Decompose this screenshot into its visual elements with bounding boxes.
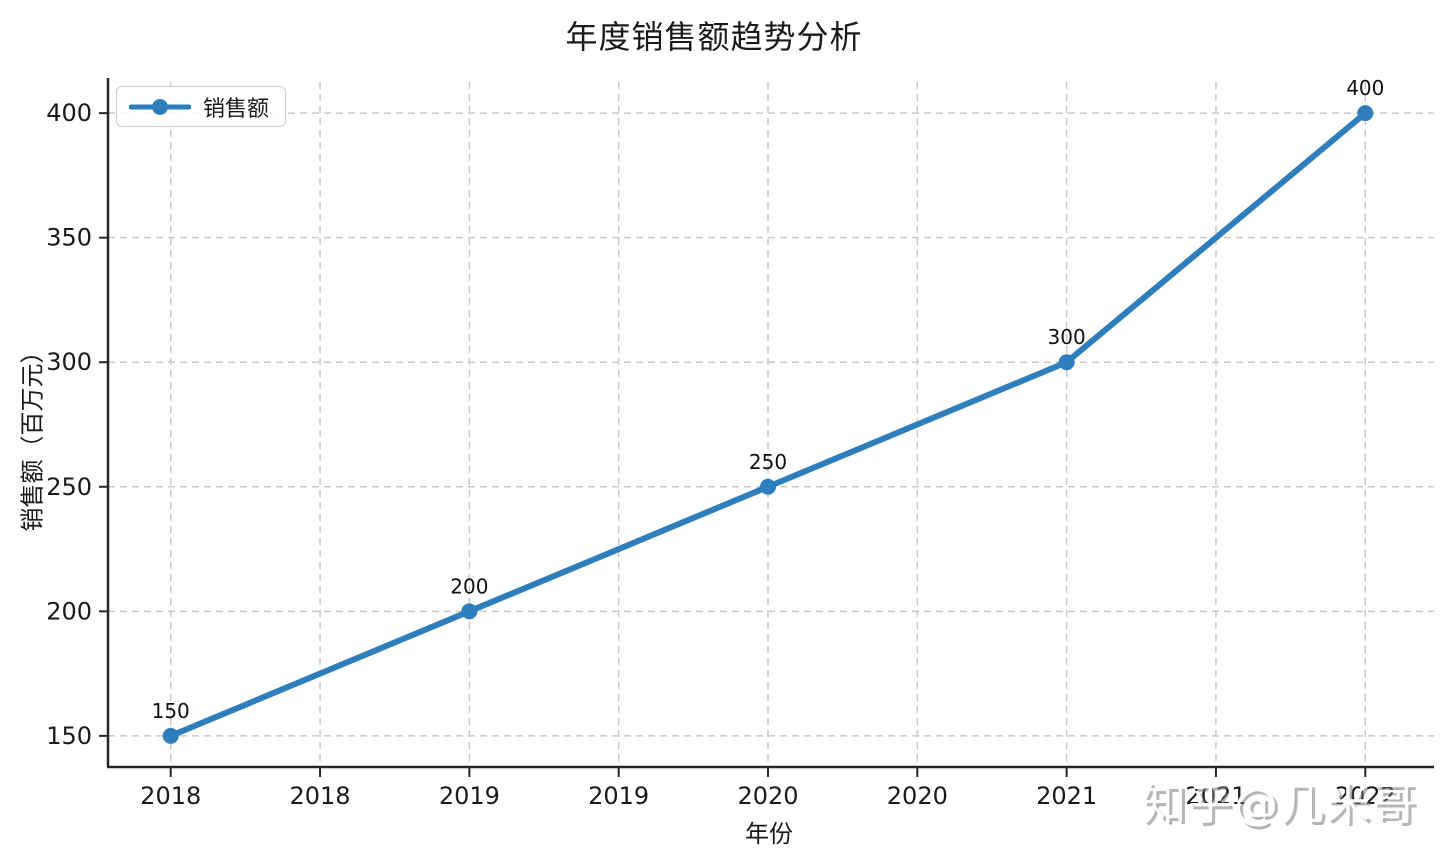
x-tick-label: 2022 [1335,782,1396,810]
data-point-label: 200 [450,574,488,598]
y-tick-label: 400 [46,99,92,127]
x-tick-label: 2018 [289,782,350,810]
y-tick-label: 350 [46,224,92,252]
x-tick-label: 2019 [439,782,500,810]
data-point-label: 150 [152,699,190,723]
y-axis-label: 销售额（百万元） [18,339,47,532]
y-tick-label: 150 [46,722,92,750]
chart-title: 年度销售额趋势分析 [565,18,863,56]
data-point-label: 400 [1346,76,1384,100]
legend: 销售额 [116,86,287,127]
x-tick-label: 2020 [737,782,798,810]
data-point-marker [1357,105,1374,122]
data-point-marker [162,727,179,744]
x-tick-label: 2021 [1036,782,1097,810]
data-point-label: 300 [1048,325,1086,349]
x-axis-label: 年份 [745,820,793,848]
data-point-marker [760,478,776,495]
legend-line-marker-icon [129,98,191,115]
x-tick-label: 2018 [140,782,201,810]
legend-label: 销售额 [203,96,270,122]
data-point-marker [461,603,478,620]
x-tick-label: 2019 [588,782,649,810]
y-tick-label: 200 [46,597,92,625]
x-tick-label: 2020 [887,782,948,810]
y-tick-label: 300 [46,348,92,376]
data-point-marker [1058,354,1075,371]
x-tick-label: 2021 [1185,782,1246,810]
data-point-label: 250 [749,450,787,474]
y-tick-label: 250 [46,473,92,501]
